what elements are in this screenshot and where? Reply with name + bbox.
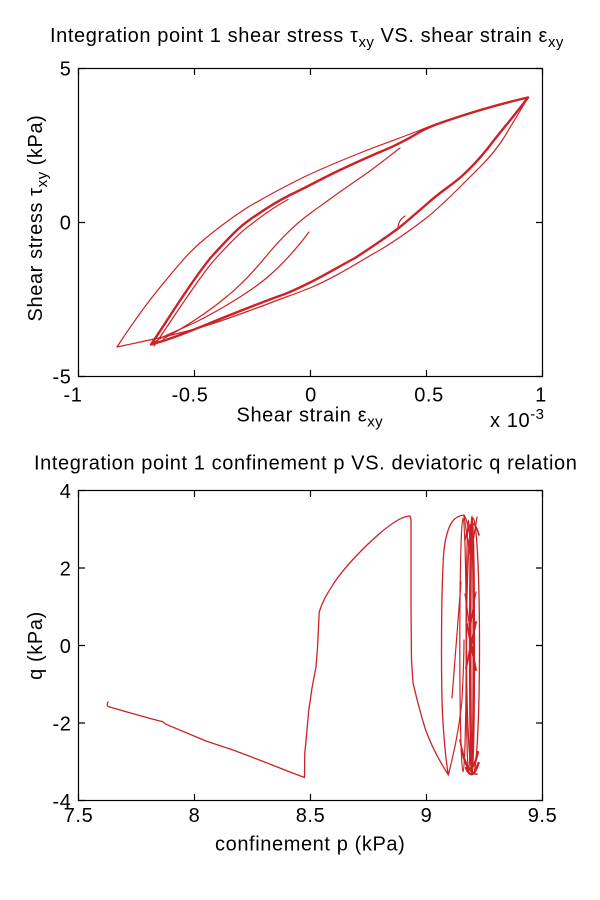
- svg-text:9.5: 9.5: [528, 805, 558, 827]
- svg-text:confinement p (kPa): confinement p (kPa): [215, 834, 405, 856]
- svg-text:-5: -5: [53, 366, 72, 388]
- svg-text:0: 0: [305, 385, 317, 407]
- svg-text:-1: -1: [64, 385, 83, 407]
- svg-text:5: 5: [60, 58, 72, 80]
- svg-text:7.5: 7.5: [64, 805, 94, 827]
- svg-text:Shear strain εxy: Shear strain εxy: [237, 405, 384, 431]
- svg-text:2: 2: [60, 558, 72, 580]
- svg-text:4: 4: [60, 481, 72, 503]
- svg-text:0: 0: [60, 636, 72, 658]
- svg-text:-2: -2: [53, 713, 72, 735]
- svg-text:1: 1: [535, 385, 547, 407]
- svg-text:9: 9: [421, 805, 433, 827]
- svg-text:Shear stress τxy (kPa): Shear stress τxy (kPa): [25, 115, 51, 322]
- svg-text:-4: -4: [53, 791, 72, 813]
- svg-text:8.5: 8.5: [296, 805, 326, 827]
- svg-text:Integration point 1 confinemen: Integration point 1 confinement p VS. de…: [34, 453, 578, 475]
- svg-text:q (kPa): q (kPa): [25, 611, 47, 680]
- svg-text:Integration point 1 shear stre: Integration point 1 shear stress τxy VS.…: [50, 25, 564, 51]
- svg-text:0: 0: [60, 212, 72, 234]
- svg-text:0.5: 0.5: [414, 385, 444, 407]
- svg-text:8: 8: [189, 805, 201, 827]
- svg-text:-0.5: -0.5: [172, 385, 209, 407]
